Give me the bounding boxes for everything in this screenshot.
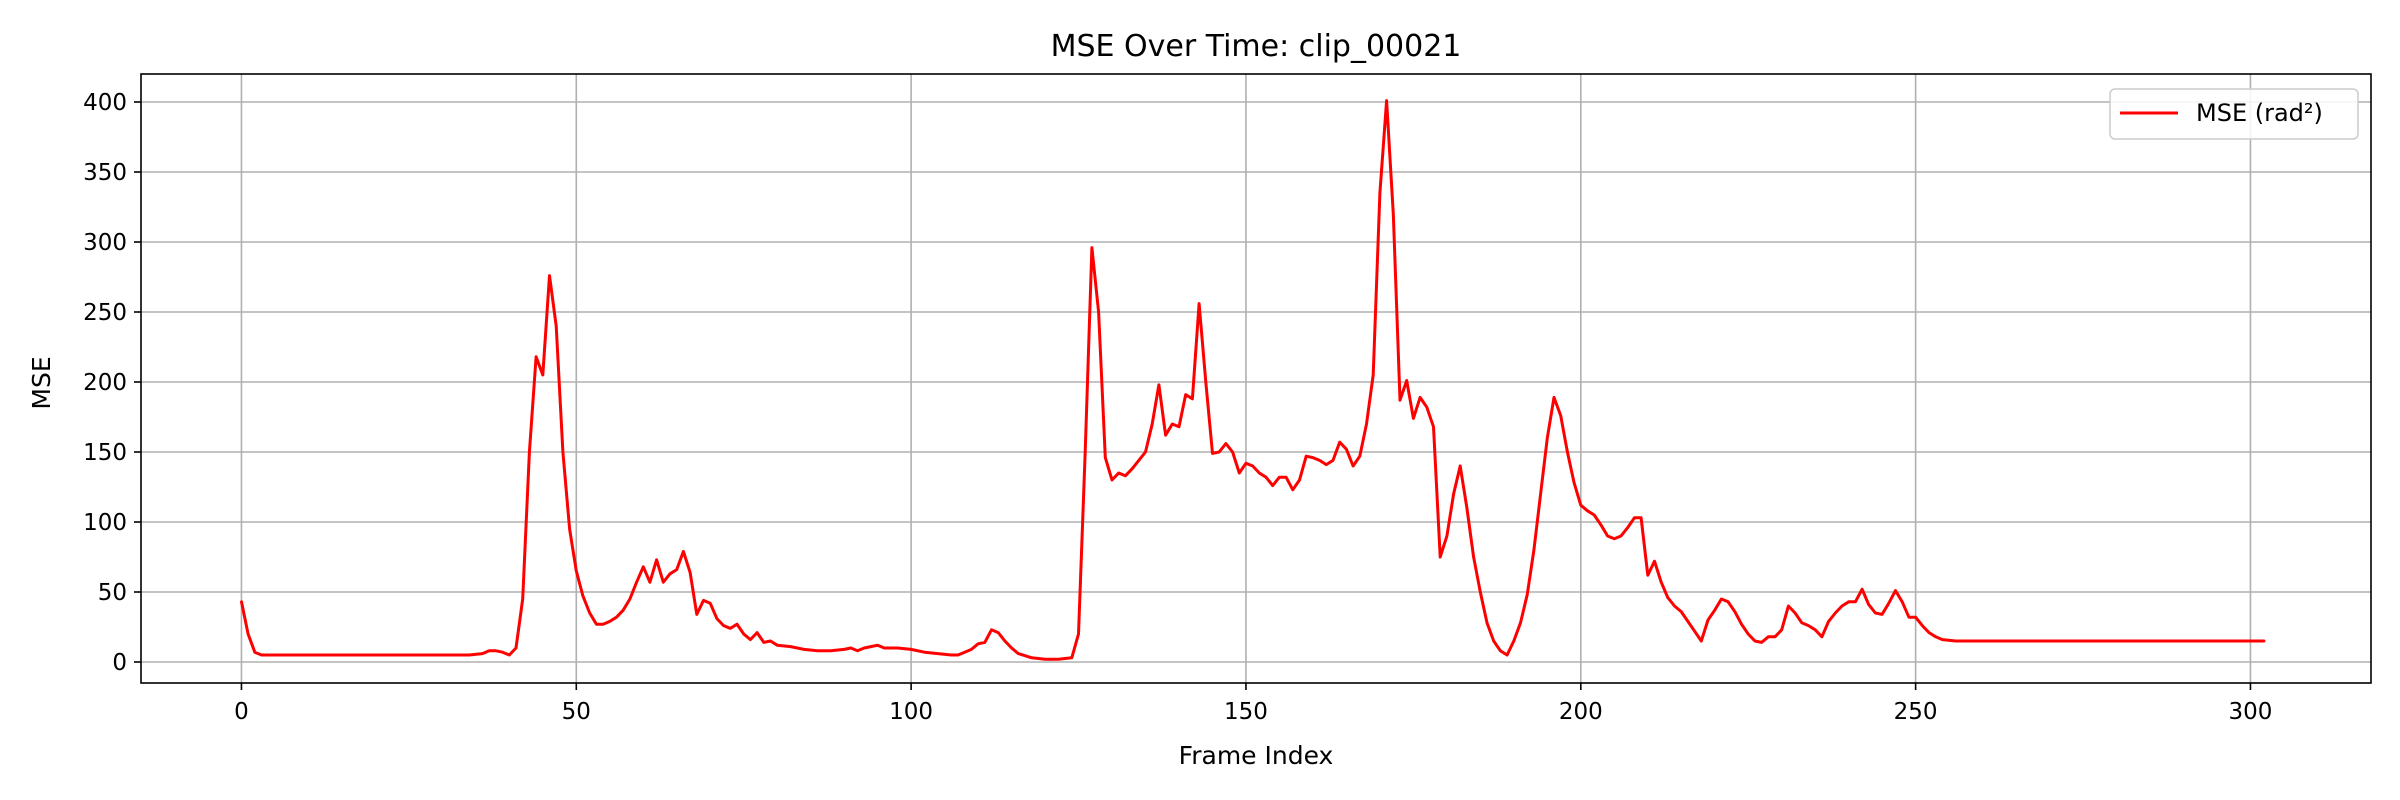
x-tick-label: 50 — [562, 699, 591, 725]
x-tick-label: 250 — [1894, 699, 1938, 725]
chart-title: MSE Over Time: clip_00021 — [1051, 29, 1462, 64]
legend-label: MSE (rad²) — [2196, 99, 2323, 127]
y-tick-label: 250 — [83, 300, 127, 326]
y-tick-label: 300 — [83, 230, 127, 256]
series-layer — [240, 99, 2266, 661]
y-tick-label: 200 — [83, 370, 127, 396]
x-tick-label: 0 — [234, 699, 249, 725]
x-tick-label: 200 — [1559, 699, 1603, 725]
x-tick-label: 300 — [2229, 699, 2273, 725]
legend: MSE (rad²) — [2109, 88, 2359, 140]
y-tick-label: 50 — [98, 580, 127, 606]
grid-lines — [141, 74, 2371, 683]
y-tick-label: 350 — [83, 160, 127, 186]
x-tick-label: 150 — [1224, 699, 1268, 725]
y-axis-label: MSE — [27, 356, 56, 409]
y-tick-label: 150 — [83, 440, 127, 466]
y-tick-label: 100 — [83, 510, 127, 536]
legend-box — [2109, 88, 2359, 140]
x-axis-label: Frame Index — [1179, 741, 1334, 770]
x-tick-label: 100 — [889, 699, 933, 725]
series-line-mse — [240, 99, 2266, 661]
axis-ticks: 0 50 100 150 200 250 300 0 50 100 150 200 250 300 350 4… — [83, 90, 2272, 725]
y-tick-label: 0 — [112, 650, 127, 676]
y-tick-label: 400 — [83, 90, 127, 116]
plot-area — [140, 73, 2372, 684]
